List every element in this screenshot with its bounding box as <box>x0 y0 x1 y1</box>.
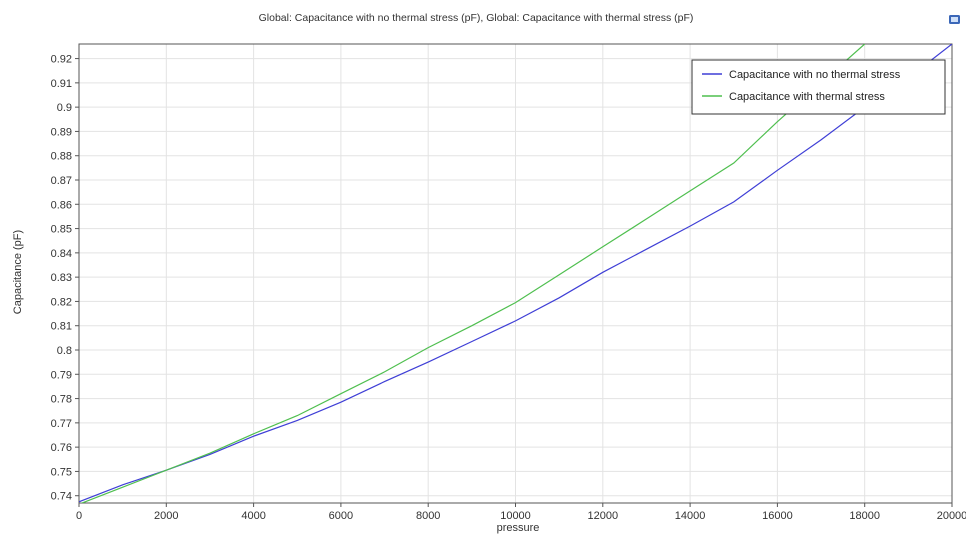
y-tick-label: 0.86 <box>51 199 72 211</box>
y-tick-label: 0.92 <box>51 54 72 66</box>
y-tick-label: 0.82 <box>51 296 72 308</box>
x-tick-label: 0 <box>76 510 82 522</box>
y-tick-label: 0.75 <box>51 466 72 478</box>
series-line-1 <box>79 44 952 503</box>
legend-label-1: Capacitance with no thermal stress <box>729 69 901 81</box>
y-tick-label: 0.81 <box>51 321 72 333</box>
x-tick-label: 2000 <box>154 510 178 522</box>
x-tick-label: 6000 <box>329 510 353 522</box>
y-tick-label: 0.79 <box>51 369 72 381</box>
y-tick-label: 0.9 <box>57 102 72 114</box>
x-axis-label: pressure <box>497 522 540 534</box>
legend: Capacitance with no thermal stress Capaci… <box>691 59 946 115</box>
y-tick-label: 0.76 <box>51 442 72 454</box>
y-tick-label: 0.83 <box>51 272 72 284</box>
y-tick-label: 0.85 <box>51 224 72 236</box>
y-tick-label: 0.8 <box>57 345 72 357</box>
y-tick-label: 0.88 <box>51 151 72 163</box>
y-tick-label: 0.87 <box>51 175 72 187</box>
x-tick-label: 4000 <box>241 510 265 522</box>
y-tick-label: 0.74 <box>51 491 72 503</box>
x-tick-label: 18000 <box>849 510 880 522</box>
x-tick-label: 12000 <box>588 510 619 522</box>
y-tick-label: 0.78 <box>51 394 72 406</box>
chart-title: Global: Capacitance with no thermal stre… <box>259 12 694 24</box>
y-tick-label: 0.84 <box>51 248 72 260</box>
series-lines <box>79 44 952 503</box>
axes: 0 2000 4000 6000 8000 10000 12000 14000 16000 180… <box>51 43 966 522</box>
x-tick-label: 16000 <box>762 510 793 522</box>
x-tick-label: 14000 <box>675 510 706 522</box>
y-tick-label: 0.89 <box>51 126 72 138</box>
plot-frame <box>78 43 953 504</box>
y-tick-label: 0.77 <box>51 418 72 430</box>
series-line-2 <box>80 44 866 503</box>
x-tick-label: 8000 <box>416 510 440 522</box>
x-tick-label: 20000 <box>937 510 966 522</box>
y-tick-label: 0.91 <box>51 78 72 90</box>
legend-label-2: Capacitance with thermal stress <box>729 91 885 103</box>
x-tick-label: 10000 <box>500 510 531 522</box>
window-icon[interactable] <box>949 15 960 24</box>
legend-box <box>691 59 946 115</box>
y-axis-label: Capacitance (pF) <box>12 230 24 314</box>
